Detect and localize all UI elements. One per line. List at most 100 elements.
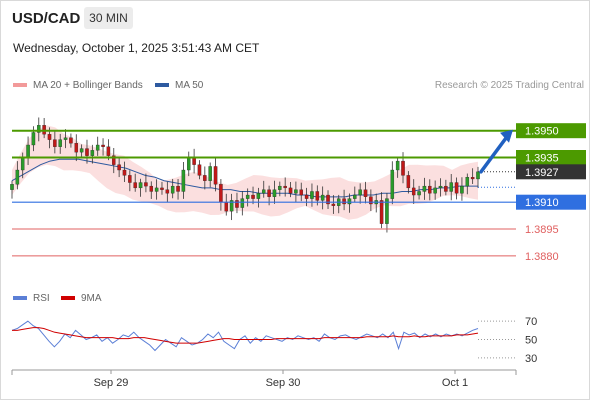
candle-body: [353, 194, 357, 199]
candle-body: [331, 203, 336, 206]
candle-body: [26, 144, 30, 158]
candle-body: [476, 171, 480, 180]
candle-body: [267, 189, 271, 197]
candle-body: [358, 189, 362, 196]
price-label-1.3935: 1.3935: [525, 153, 559, 165]
candle-body: [395, 160, 400, 171]
price-tag-bg: [516, 164, 586, 180]
candle-body: [213, 166, 218, 185]
candle-body: [369, 196, 373, 205]
timeframe-badge[interactable]: 30 MIN: [84, 7, 133, 29]
rsi-line: [11, 320, 479, 352]
candle-body: [406, 175, 411, 189]
rsi-tick-50: 50: [525, 335, 537, 347]
candle-body: [79, 148, 84, 153]
candle-body: [170, 185, 175, 194]
legend-rsi-label: RSI: [33, 293, 50, 304]
candle-body: [10, 184, 14, 190]
candle-body: [401, 160, 405, 176]
candle-body: [122, 169, 127, 176]
candle-body: [197, 164, 202, 176]
legend-ma20-label: MA 20 + Bollinger Bands: [33, 80, 143, 91]
x-tick-label-2: Sep 30: [266, 377, 301, 389]
candle-body: [449, 182, 453, 192]
candle-body: [390, 169, 395, 199]
candle-body: [203, 175, 207, 181]
candle-body: [283, 185, 287, 189]
candle-body: [251, 194, 255, 199]
candle-body: [58, 139, 62, 147]
rsi-tick-30: 30: [525, 353, 537, 365]
candle-body: [272, 189, 277, 197]
ma9-swatch: [61, 296, 75, 301]
candle-body: [133, 182, 137, 189]
candle-body: [69, 137, 73, 144]
candle-body: [63, 137, 68, 140]
candle-body: [422, 185, 427, 192]
rsi-9ma-line: [12, 327, 479, 344]
candle-body: [154, 187, 159, 192]
candle-body: [53, 139, 57, 147]
legend-ma50: MA 50: [155, 80, 203, 91]
candle-body: [149, 185, 154, 192]
candle-body: [240, 198, 245, 208]
candle-body: [229, 200, 234, 212]
candle-body: [160, 187, 164, 190]
ma20-swatch: [13, 83, 27, 88]
candle-body: [261, 189, 266, 194]
candle-body: [315, 191, 320, 201]
candle-body: [294, 189, 298, 194]
candle-body: [181, 169, 186, 192]
price-tag-bg: [516, 194, 586, 210]
rsi-tick-70: 70: [525, 316, 537, 328]
timestamp: Wednesday, October 1, 2025 3:51:43 AM CE…: [13, 41, 260, 55]
candle-body: [165, 189, 170, 194]
candle-body: [385, 198, 389, 224]
candle-body: [128, 175, 132, 183]
rsi-swatch: [13, 296, 27, 301]
candle-body: [15, 169, 20, 185]
candle-body: [192, 157, 196, 165]
candle-body: [85, 148, 89, 156]
price-label-1.3910: 1.3910: [525, 197, 559, 209]
candle-body: [176, 185, 180, 192]
candle-body: [219, 184, 223, 203]
candle-body: [460, 185, 464, 194]
price-label-1.3880: 1.3880: [525, 251, 559, 263]
x-tick-label-1: Sep 29: [94, 377, 129, 389]
candle-body: [326, 194, 330, 205]
research-credit: Research © 2025 Trading Central: [434, 80, 584, 91]
bollinger-band: [12, 125, 478, 220]
candle-body: [310, 191, 314, 199]
candle-body: [245, 194, 250, 199]
candle-body: [90, 150, 95, 156]
candle-body: [37, 125, 41, 133]
candle-body: [47, 134, 52, 140]
ma50-line: [11, 158, 478, 198]
candle-body: [411, 187, 416, 196]
legend-9ma: 9MA: [61, 293, 102, 304]
candle-body: [256, 193, 261, 199]
legend-9ma-label: 9MA: [81, 293, 102, 304]
chart-header: USD/CAD 30 MIN: [0, 0, 590, 40]
forecast-arrow-shaft: [479, 134, 509, 174]
price-tag-bg: [516, 123, 586, 139]
candle-body: [470, 177, 475, 180]
candle-body: [417, 191, 421, 196]
candle-body: [74, 143, 79, 153]
ma50-swatch: [155, 83, 169, 88]
candle-body: [138, 182, 143, 189]
candle-body: [235, 200, 239, 208]
candle-body: [31, 132, 36, 146]
candle-body: [428, 185, 432, 194]
candle-body: [224, 202, 229, 212]
candle-body: [304, 194, 309, 199]
candle-body: [320, 194, 325, 201]
candle-body: [454, 182, 459, 194]
legend-ma50-label: MA 50: [175, 80, 204, 91]
candle-body: [379, 200, 384, 224]
candle-body: [117, 164, 121, 171]
candle-body: [208, 166, 212, 181]
legend-rsi: RSI: [13, 293, 50, 304]
x-tick-label-3: Oct 1: [442, 377, 468, 389]
